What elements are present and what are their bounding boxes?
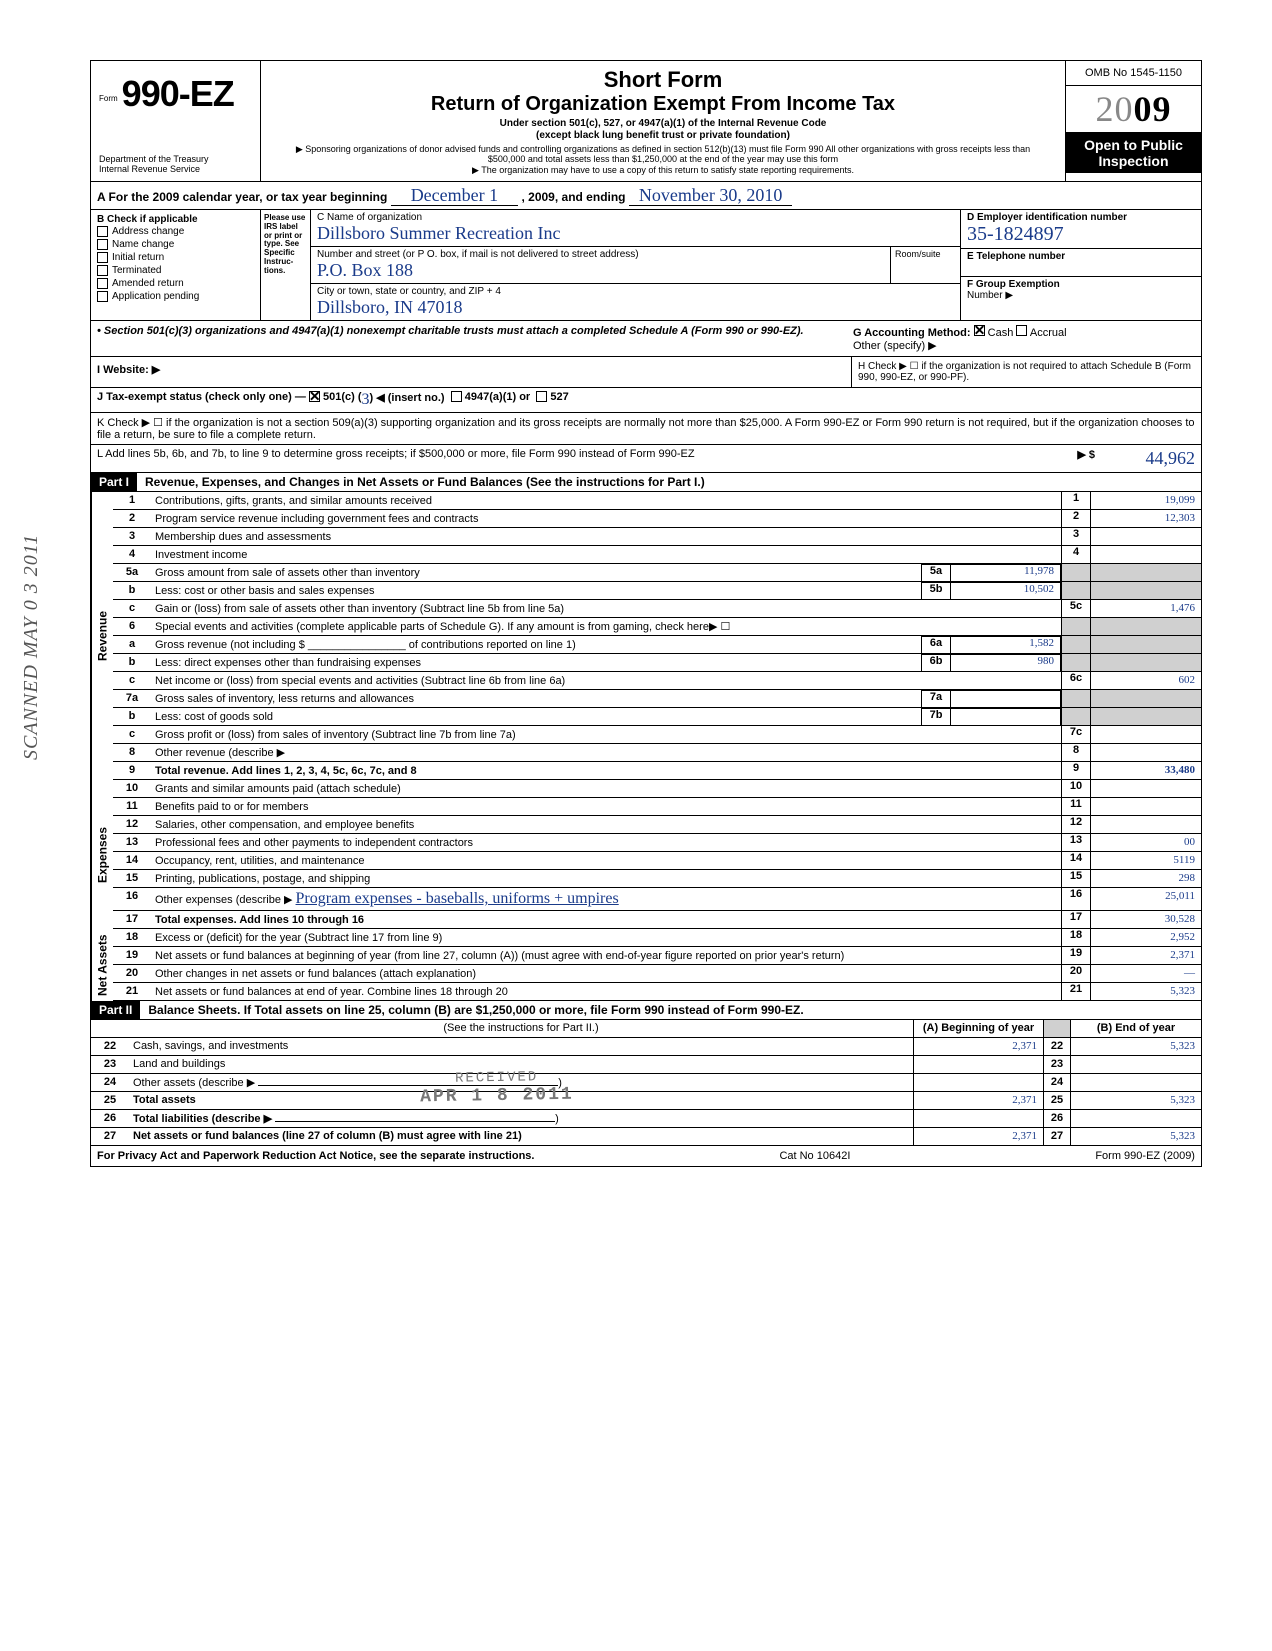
amt-19: 2,371 [1091,947,1201,964]
title-short-form: Short Form [279,67,1047,93]
org-street: P.O. Box 188 [317,260,954,281]
label-ein: D Employer identification number [967,212,1195,223]
chk-501c[interactable] [309,391,320,402]
open-to-public: Open to Public Inspection [1066,133,1201,173]
chk-cash[interactable] [974,325,985,336]
row-h-scheduleb: H Check ▶ ☐ if the organization is not r… [851,357,1201,387]
ein-value: 35-1824897 [967,223,1195,246]
label-group-exempt: F Group Exemption [967,279,1195,290]
tax-year: 2009 [1066,86,1201,133]
chk-pending[interactable]: Application pending [97,290,254,303]
chk-4947[interactable] [451,391,462,402]
bs-27a: 2,371 [913,1128,1043,1145]
amt-14: 5119 [1091,852,1201,869]
identity-block: B Check if applicable Address change Nam… [91,210,1201,321]
bs-22a: 2,371 [913,1038,1043,1055]
chk-initial-return[interactable]: Initial return [97,251,254,264]
chk-527[interactable] [536,391,547,402]
amt-18: 2,952 [1091,929,1201,946]
501c-number: 3 [362,391,370,409]
section-501c3-note: • Section 501(c)(3) organizations and 49… [91,321,1201,357]
amt-5c: 1,476 [1091,600,1201,617]
vert-net-assets: Net Assets [91,929,113,1001]
amt-9: 33,480 [1091,762,1201,779]
part1-header: Part I Revenue, Expenses, and Changes in… [91,473,1201,492]
chk-accrual[interactable] [1016,325,1027,336]
amt-16: 25,011 [1091,888,1201,910]
bs-27b: 5,323 [1071,1128,1201,1145]
tax-year-begin: December 1 [391,185,518,206]
bs-22b: 5,323 [1071,1038,1201,1055]
amt-5a: 11,978 [951,564,1061,581]
row-k: K Check ▶ ☐ if the organization is not a… [91,413,1201,445]
bs-25b: 5,323 [1071,1092,1201,1109]
form-990ez: Form 990-EZ Department of the Treasury I… [90,60,1202,1167]
part2-header: Part II Balance Sheets. If Total assets … [91,1001,1201,1020]
amt-1: 19,099 [1091,492,1201,509]
org-name: Dillsboro Summer Recreation Inc [317,223,954,244]
label-city: City or town, state or country, and ZIP … [317,286,954,297]
row-j-tax-exempt: J Tax-exempt status (check only one) — 5… [91,388,1201,413]
label-org-name: C Name of organization [317,212,954,223]
col-def: D Employer identification number 35-1824… [961,210,1201,320]
dept-irs: Internal Revenue Service [99,165,252,175]
row-a-tax-year: A For the 2009 calendar year, or tax yea… [91,182,1201,210]
chk-name-change[interactable]: Name change [97,238,254,251]
label-room: Room/suite [890,247,960,283]
please-instructions: Please use IRS label or print or type. S… [261,210,311,320]
tax-year-end: November 30, 2010 [629,185,792,206]
amt-13: 00 [1091,834,1201,851]
chk-amended[interactable]: Amended return [97,277,254,290]
label-phone: E Telephone number [967,251,1195,262]
gross-receipts: 44,962 [1095,448,1195,469]
line16-desc-hand: Program expenses - baseballs, uniforms +… [296,890,619,908]
part2-instr-row: (See the instructions for Part II.) (A) … [91,1020,1201,1038]
amt-6c: 602 [1091,672,1201,689]
amt-17: 30,528 [1091,911,1201,928]
header-note2: ▶ The organization may have to use a cop… [279,165,1047,175]
amt-20: — [1091,965,1201,982]
col-b-checkboxes: B Check if applicable Address change Nam… [91,210,261,320]
received-stamp: RECEIVED APR 1 8 2011 [420,1069,574,1108]
form-header: Form 990-EZ Department of the Treasury I… [91,61,1201,182]
amt-5b: 10,502 [951,582,1061,599]
amt-21: 5,323 [1091,983,1201,1000]
amt-6b: 980 [951,654,1061,671]
form-number: 990-EZ [122,73,234,115]
header-note1: ▶ Sponsoring organizations of donor advi… [279,144,1047,165]
label-street: Number and street (or P O. box, if mail … [317,249,954,260]
chk-terminated[interactable]: Terminated [97,264,254,277]
org-city: Dillsboro, IN 47018 [317,297,954,318]
col-c-org-info: C Name of organization Dillsboro Summer … [311,210,961,320]
form-footer: For Privacy Act and Paperwork Reduction … [91,1146,1201,1166]
subtitle-except: (except black lung benefit trust or priv… [279,130,1047,142]
chk-address-change[interactable]: Address change [97,225,254,238]
vert-revenue: Revenue [91,492,113,780]
title-return: Return of Organization Exempt From Incom… [279,93,1047,116]
amt-6a: 1,582 [951,636,1061,653]
vert-expenses: Expenses [91,780,113,929]
subtitle-section: Under section 501(c), 527, or 4947(a)(1)… [279,118,1047,130]
row-l: L Add lines 5b, 6b, and 7b, to line 9 to… [91,445,1201,473]
row-i-website: I Website: ▶ [91,357,851,387]
label-group-number: Number ▶ [967,290,1195,301]
amt-15: 298 [1091,870,1201,887]
omb-number: OMB No 1545-1150 [1066,61,1201,86]
scanned-stamp: SCANNED MAY 0 3 2011 [20,534,43,760]
form-prefix: Form [99,94,118,109]
amt-2: 12,303 [1091,510,1201,527]
bs-25a: 2,371 [913,1092,1043,1109]
